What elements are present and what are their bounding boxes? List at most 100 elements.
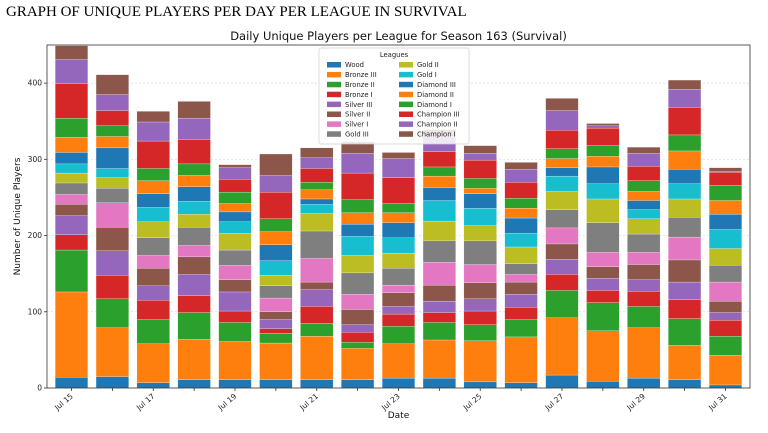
bar-segment-5-6 [259,297,293,312]
bar-segment-0-0 [55,377,88,389]
bar-segment-12-8 [545,191,579,210]
bar-segment-7-9 [341,236,375,256]
bar-segment-2-6 [136,255,170,269]
bar-segment-9-6 [422,262,456,286]
bar-segment-3-2 [177,312,211,340]
bar-segment-12-11 [545,158,579,168]
bar-segment-16-13 [709,172,742,186]
legend-swatch [327,121,341,127]
bar-segment-10-11 [463,188,497,194]
bar-segment-6-7 [300,230,334,259]
legend-item[interactable]: Diamond I [399,101,452,109]
bar-segment-4-4 [218,291,252,312]
legend-item[interactable]: Gold II [399,61,439,69]
bar-segment-5-9 [259,260,293,276]
bar-segment-15-11 [668,150,702,170]
bar-segment-2-7 [136,237,170,256]
legend-label: Diamond I [417,101,452,109]
bar-segment-7-5 [341,309,375,325]
bar-segment-16-0 [709,384,742,389]
bar-segment-9-4 [422,300,456,313]
bar-segment-3-14 [177,118,211,140]
legend-box [318,47,470,145]
bar-segment-2-0 [136,382,170,389]
bar-segment-16-9 [709,229,742,249]
legend[interactable]: Leagues Wood Bronze III Bronze II Bronze I Si… [318,47,470,145]
legend-swatch [327,111,341,117]
bar-segment-6-11 [300,189,334,200]
y-axis-label: Number of Unique Players [13,157,23,275]
bar-segment-6-4 [300,289,334,307]
bars [55,45,742,389]
legend-item[interactable]: Champion III [399,111,460,119]
bar-segment-0-13 [55,83,88,119]
legend-item[interactable]: Gold III [327,131,369,139]
bar-segment-11-8 [504,246,538,264]
legend-item[interactable]: Diamond II [399,91,454,99]
legend-label: Silver II [345,111,370,119]
legend-item[interactable]: Silver I [327,121,368,129]
bar-segment-15-4 [668,281,702,300]
bar-segment-1-13 [95,110,129,126]
bar-segment-15-1 [668,345,702,380]
bar-segment-13-8 [586,198,620,223]
bar-segment-3-10 [177,186,211,202]
x-tick-label: Jul 29 [624,391,647,412]
bar-segment-3-3 [177,295,211,313]
legend-item[interactable]: Silver III [327,101,372,109]
bar-segment-12-10 [545,167,579,177]
bar-segment-7-1 [341,348,375,380]
bar-segment-4-13 [218,179,252,193]
bar-segment-3-0 [177,379,211,389]
bar-segment-2-15 [136,111,170,123]
legend-item[interactable]: Bronze II [327,81,375,89]
legend-item[interactable]: Champion II [399,121,458,129]
bar-segment-10-1 [463,340,497,383]
bar-segment-2-2 [136,319,170,344]
legend-swatch [399,111,413,117]
bar-segment-0-2 [55,249,88,293]
bar-segment-15-15 [668,79,702,90]
legend-item[interactable]: Bronze III [327,71,377,79]
legend-item[interactable]: Diamond III [399,81,456,89]
bar-segment-0-14 [55,59,88,84]
legend-item[interactable]: Silver II [327,111,370,119]
bar-segment-3-7 [177,227,211,246]
bar-segment-3-11 [177,175,211,187]
bar-segment-1-9 [95,168,129,178]
bar-segment-15-13 [668,107,702,136]
bar-segment-12-15 [545,98,579,111]
bar-segment-6-14 [300,157,334,169]
bar-segment-15-0 [668,379,702,389]
bar-segment-6-13 [300,168,334,183]
bar-segment-8-3 [382,313,415,327]
bar-segment-5-5 [259,311,293,320]
bar-segment-2-12 [136,168,170,181]
bar-segment-9-7 [422,240,456,263]
legend-label: Silver III [345,101,372,109]
bar-segment-8-0 [382,377,415,389]
legend-item[interactable]: Champion I [399,131,456,139]
bar-segment-13-13 [586,127,620,146]
bar-segment-0-11 [55,137,88,153]
bar-segment-11-11 [504,207,538,219]
legend-item[interactable]: Wood [327,61,364,69]
bar-segment-4-11 [218,203,252,213]
legend-item[interactable]: Bronze I [327,91,373,99]
bar-segment-13-14 [586,125,620,129]
bar-segment-10-8 [463,225,497,242]
legend-swatch [327,81,341,88]
bar-segment-5-4 [259,319,293,329]
bar-segment-13-15 [586,123,620,126]
legend-swatch [327,91,341,98]
legend-label: Silver I [345,121,368,129]
bar-segment-14-10 [627,200,661,210]
bar-segment-4-7 [218,249,252,266]
bar-segment-4-6 [218,265,252,280]
bar-segment-15-7 [668,217,702,238]
y-axis: 0 100 200 300 400 [28,79,47,393]
legend-item[interactable]: Gold I [399,71,437,79]
bar-segment-12-2 [545,290,579,319]
bar-segment-7-2 [341,342,375,349]
bar-segment-6-12 [300,182,334,190]
